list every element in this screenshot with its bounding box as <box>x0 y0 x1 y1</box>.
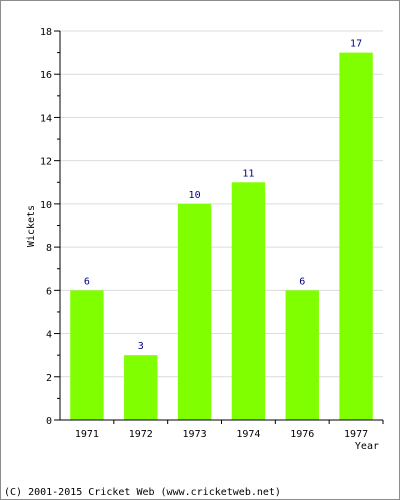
bars <box>70 52 373 420</box>
bar-1976 <box>285 290 319 420</box>
labels: 0 2 4 6 8 10 12 14 16 18 6 1971 3 1972 10 1973 11 1974 6 19… <box>40 27 368 440</box>
data-label: 10 <box>189 190 201 201</box>
x-tick-label: 1972 <box>129 429 153 440</box>
data-label: 6 <box>299 276 305 287</box>
y-tick-label: 12 <box>40 157 52 168</box>
y-axis-label: Wickets <box>26 205 37 247</box>
bar-1977 <box>339 52 373 420</box>
data-label: 17 <box>350 39 362 50</box>
x-tick-label: 1977 <box>344 429 368 440</box>
y-tick-label: 14 <box>40 113 52 124</box>
x-tick-label: 1973 <box>183 429 207 440</box>
y-tick-label: 18 <box>40 27 52 38</box>
bar-1973 <box>177 203 212 420</box>
axes <box>54 30 384 424</box>
y-tick-label: 2 <box>46 373 52 384</box>
grid-lines <box>60 30 383 378</box>
x-tick-label: 1971 <box>75 429 99 440</box>
y-tick-label: 6 <box>46 286 52 297</box>
y-tick-label: 16 <box>40 70 52 81</box>
bar-1972 <box>124 355 158 420</box>
footer-copyright: (C) 2001-2015 Cricket Web (www.cricketwe… <box>4 487 281 498</box>
data-label: 3 <box>138 341 144 352</box>
bar-1974 <box>231 182 266 420</box>
x-axis-label: Year <box>355 441 379 452</box>
x-tick-label: 1974 <box>236 429 260 440</box>
y-tick-label: 4 <box>46 330 52 341</box>
y-tick-label: 8 <box>46 243 52 254</box>
data-label: 6 <box>84 276 90 287</box>
x-tick-label: 1976 <box>290 429 314 440</box>
y-tick-label: 0 <box>46 416 52 427</box>
bar-1971 <box>70 290 104 420</box>
y-tick-label: 10 <box>40 200 52 211</box>
data-label: 11 <box>242 168 254 179</box>
